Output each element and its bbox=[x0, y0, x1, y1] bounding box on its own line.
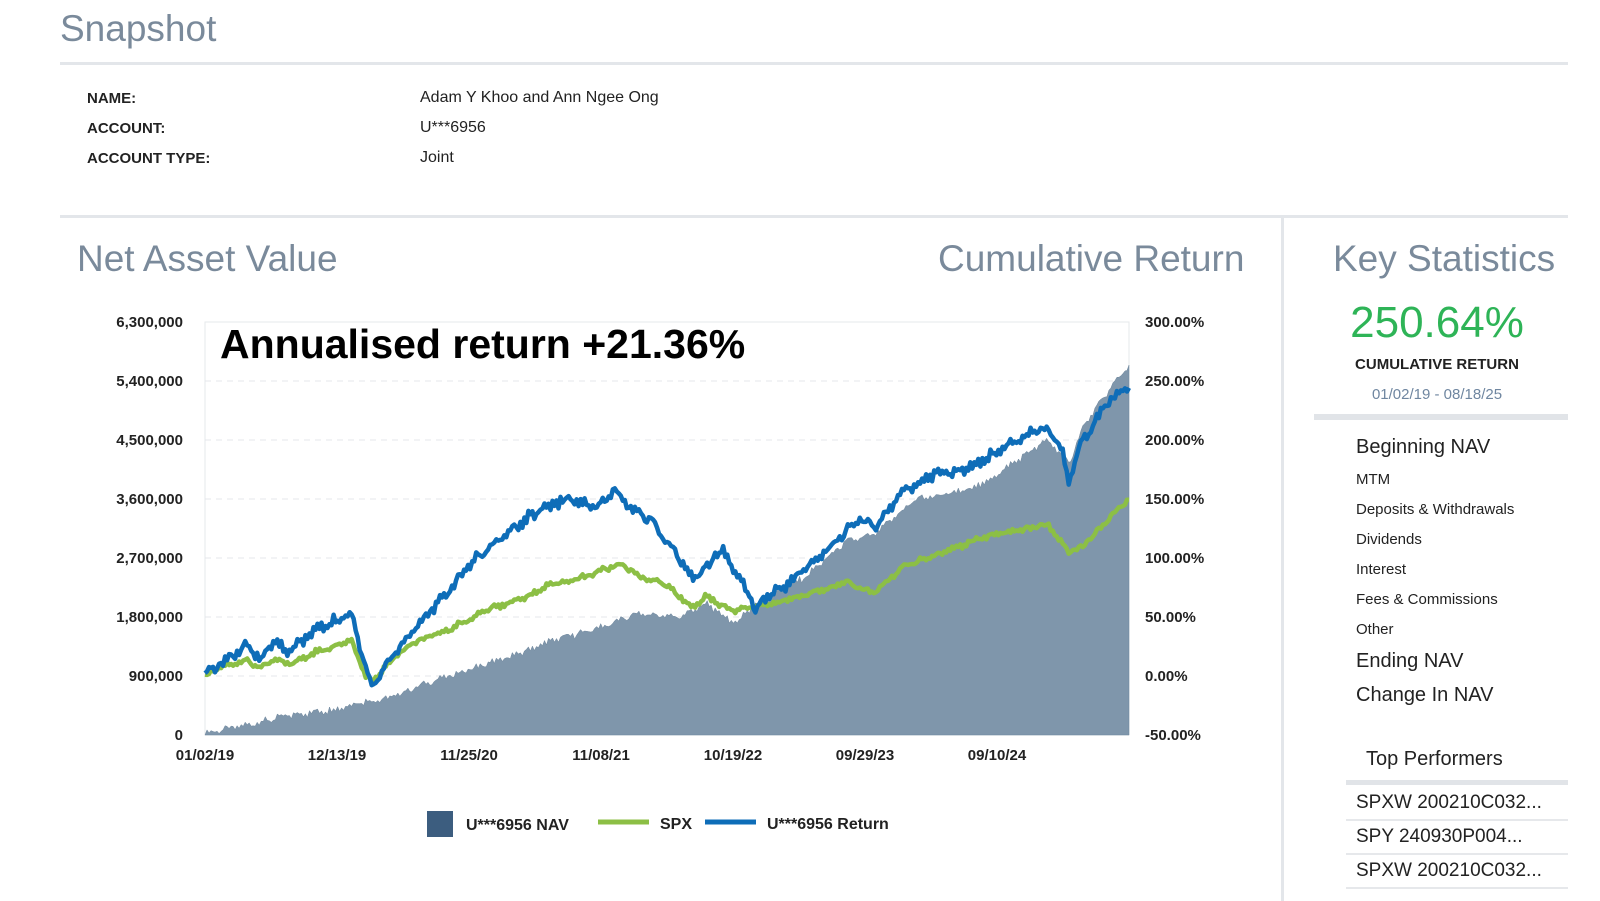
y-left-tick-label: 3,600,000 bbox=[116, 491, 183, 508]
chart-legend: U***6956 NAV SPX U***6956 Return bbox=[427, 811, 889, 837]
cumulative-return-value: 250.64% bbox=[1350, 298, 1524, 347]
top-performer-symbol: SPY 240930P004... bbox=[1356, 826, 1523, 847]
x-tick-label: 09/29/23 bbox=[836, 747, 894, 764]
y-right-tick-label: 250.00% bbox=[1145, 373, 1204, 390]
account-label: ACCOUNT: bbox=[87, 120, 166, 137]
y-left-tick-label: 0 bbox=[175, 727, 183, 744]
y-left-tick-label: 2,700,000 bbox=[116, 550, 183, 567]
y-right-tick-label: 150.00% bbox=[1145, 491, 1204, 508]
y-right-tick-label: 200.00% bbox=[1145, 432, 1204, 449]
x-tick-label: 01/02/19 bbox=[176, 747, 234, 764]
y-right-tick-label: 0.00% bbox=[1145, 668, 1188, 685]
return-line-series bbox=[203, 386, 1131, 688]
section-divider bbox=[60, 215, 1568, 218]
name-value: Adam Y Khoo and Ann Ngee Ong bbox=[420, 89, 659, 106]
legend-return-label: U***6956 Return bbox=[767, 816, 889, 833]
y-right-tick-label: 300.00% bbox=[1145, 314, 1204, 331]
x-tick-label: 11/25/20 bbox=[440, 747, 498, 764]
annualised-return-annotation: Annualised return +21.36% bbox=[220, 321, 745, 367]
x-tick-label: 10/19/22 bbox=[704, 747, 762, 764]
y-right-tick-label: 100.00% bbox=[1145, 550, 1204, 567]
stat-mtm: MTM bbox=[1356, 471, 1391, 488]
y-right-tick-label: 50.00% bbox=[1145, 609, 1196, 626]
legend-spx-label: SPX bbox=[660, 816, 692, 833]
snapshot-title: Snapshot bbox=[60, 8, 217, 49]
legend-nav-label: U***6956 NAV bbox=[466, 817, 569, 834]
stat-fees-commissions: Fees & Commissions bbox=[1356, 591, 1498, 608]
account-value: U***6956 bbox=[420, 119, 486, 136]
stat-ending-nav: Ending NAV bbox=[1356, 650, 1464, 672]
key-statistics-title: Key Statistics bbox=[1333, 238, 1556, 279]
y-left-tick-label: 6,300,000 bbox=[116, 314, 183, 331]
y-left-tick-label: 4,500,000 bbox=[116, 432, 183, 449]
top-performers-divider bbox=[1346, 780, 1568, 785]
account-type-value: Joint bbox=[420, 149, 454, 166]
x-tick-label: 09/10/24 bbox=[968, 747, 1027, 764]
vertical-divider bbox=[1281, 218, 1284, 901]
stat-interest: Interest bbox=[1356, 561, 1407, 578]
x-tick-label: 11/08/21 bbox=[572, 747, 630, 764]
stat-beginning-nav: Beginning NAV bbox=[1356, 436, 1491, 458]
name-label: NAME: bbox=[87, 90, 137, 107]
key-stats-divider bbox=[1314, 414, 1568, 420]
account-type-label: ACCOUNT TYPE: bbox=[87, 150, 211, 167]
date-range: 01/02/19 - 08/18/25 bbox=[1371, 386, 1503, 403]
stat-other: Other bbox=[1356, 621, 1394, 638]
y-left-tick-label: 5,400,000 bbox=[116, 373, 183, 390]
y-left-tick-label: 900,000 bbox=[129, 668, 183, 685]
top-performers-title: Top Performers bbox=[1366, 748, 1503, 770]
top-performer-symbol: SPXW 200210C032... bbox=[1356, 792, 1542, 813]
stat-dividends: Dividends bbox=[1356, 531, 1422, 548]
legend-nav-swatch bbox=[427, 811, 453, 837]
cumulative-return-label: CUMULATIVE RETURN bbox=[1355, 356, 1519, 373]
y-left-tick-label: 1,800,000 bbox=[116, 609, 183, 626]
top-performer-row[interactable]: SPY 240930P004... bbox=[1346, 821, 1568, 855]
snapshot-divider bbox=[60, 62, 1568, 65]
spx-line-series bbox=[204, 497, 1130, 684]
nav-return-chart: 6,300,000 5,400,000 4,500,000 3,600,000 2,70… bbox=[116, 314, 1204, 837]
stat-change-in-nav: Change In NAV bbox=[1356, 684, 1494, 706]
nav-chart-title: Net Asset Value bbox=[77, 238, 338, 279]
y-right-tick-label: -50.00% bbox=[1145, 727, 1201, 744]
nav-area-series bbox=[204, 364, 1130, 736]
top-performer-row[interactable]: SPXW 200210C032... bbox=[1346, 855, 1568, 889]
top-performer-symbol: SPXW 200210C032... bbox=[1356, 860, 1542, 881]
stat-deposits-withdrawals: Deposits & Withdrawals bbox=[1356, 501, 1515, 518]
cumulative-return-title: Cumulative Return bbox=[938, 238, 1245, 279]
top-performer-row[interactable]: SPXW 200210C032... bbox=[1346, 787, 1568, 821]
x-tick-label: 12/13/19 bbox=[308, 747, 366, 764]
